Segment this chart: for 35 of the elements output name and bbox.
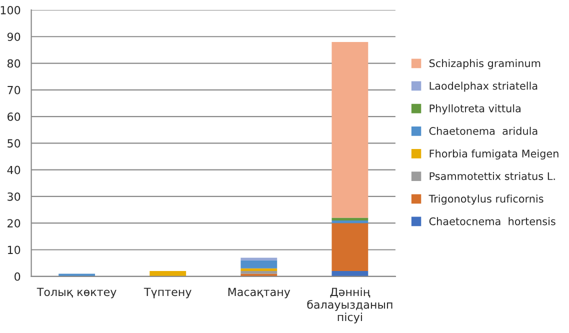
- bar: [240, 260, 278, 268]
- bar: [240, 258, 278, 260]
- bar: [240, 274, 278, 276]
- legend-label: Chaetocnema hortensis: [429, 217, 556, 226]
- legend-label: Trigonotylus ruficornis: [428, 194, 544, 205]
- bar: [332, 218, 368, 220]
- bar: [240, 271, 278, 274]
- legend-label: Phyllotreta vittula: [430, 104, 520, 114]
- legend-label: Fhorbia fumigata Meigen: [430, 149, 558, 160]
- bar: [150, 271, 186, 276]
- y-tick-label: 40: [7, 166, 20, 174]
- legend-label: Psammotettix striatus L.: [430, 172, 555, 180]
- x-tick-label: Түптену: [144, 288, 192, 298]
- bar: [332, 223, 368, 272]
- legend-label: Chaetonema aridula: [429, 126, 538, 135]
- legend-label: Laodelphax striatella: [430, 82, 538, 92]
- y-tick-label: 80: [7, 59, 20, 68]
- y-tick-label: 30: [8, 192, 20, 201]
- bar: [332, 271, 368, 276]
- x-tick-label: Дәннің балауызданып пісуі: [307, 288, 392, 324]
- y-tick-label: 90: [7, 32, 20, 42]
- bar: [332, 42, 368, 218]
- legend-label: Schizaphis graminum: [429, 59, 540, 70]
- y-tick-label: 10: [8, 246, 20, 254]
- bar: [332, 220, 368, 224]
- x-tick-label: Толық көктеу: [36, 288, 116, 298]
- y-tick-label: 100: [0, 6, 20, 14]
- x-tick-label: Масақтану: [228, 288, 290, 298]
- bar: [240, 268, 278, 272]
- bar: [58, 274, 96, 276]
- y-tick-label: 20: [8, 219, 20, 228]
- y-tick-label: 50: [8, 139, 20, 148]
- y-tick-label: 60: [8, 112, 20, 121]
- y-tick-label: 0: [14, 272, 20, 281]
- y-tick-label: 70: [8, 86, 20, 94]
